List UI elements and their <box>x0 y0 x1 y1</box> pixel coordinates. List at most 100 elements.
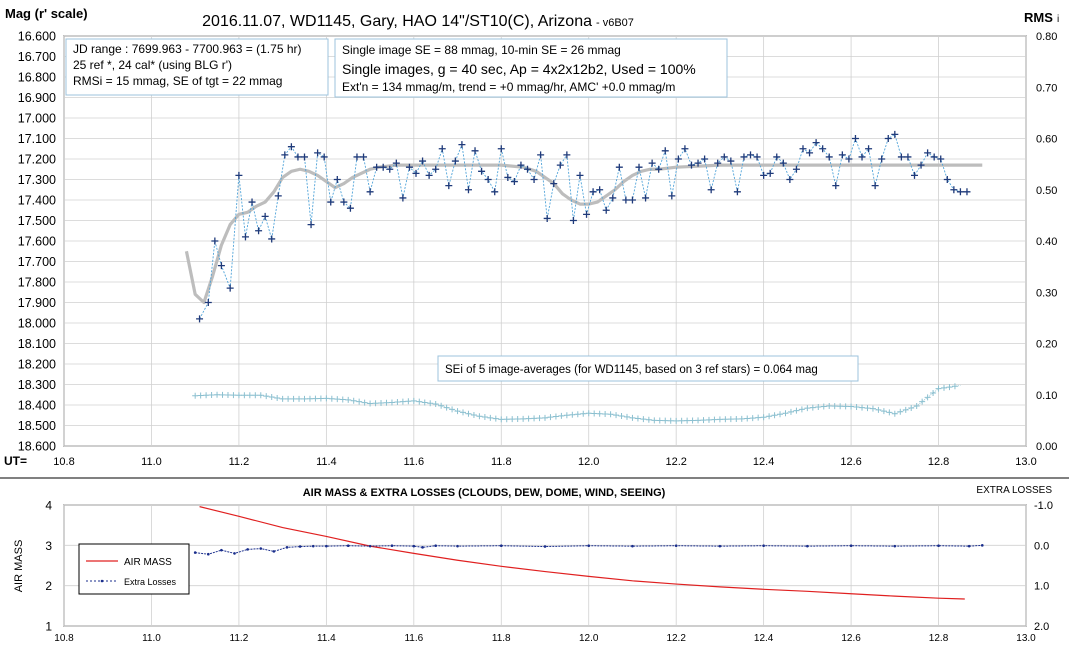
mag-point <box>569 217 577 224</box>
rms-point <box>432 400 439 407</box>
top-y-tick-label: 17.600 <box>18 235 56 249</box>
mag-point <box>517 161 525 169</box>
rms-point <box>618 413 625 420</box>
rms-point <box>837 403 844 410</box>
extra-losses-point <box>456 544 459 548</box>
rms-point <box>848 403 855 410</box>
mag-point <box>812 139 820 147</box>
rms-point <box>405 398 412 405</box>
info-box-mid: Single image SE = 88 mmag, 10-min SE = 2… <box>334 38 728 98</box>
bottom-x-tick-label: 11.8 <box>492 633 511 644</box>
rms-point <box>290 395 297 402</box>
bottom-legend: AIR MASS Extra Losses <box>78 543 190 595</box>
rms-point <box>760 414 767 421</box>
rms-point <box>367 400 374 407</box>
mag-point <box>576 171 584 179</box>
bottom-title: AIR MASS & EXTRA LOSSES (CLOUDS, DEW, DO… <box>303 487 666 499</box>
mag-point <box>865 145 873 153</box>
rms-point <box>536 415 543 422</box>
rms-point <box>345 396 352 403</box>
rms-point <box>793 407 800 414</box>
bottom-y-tick-label: 1 <box>45 620 52 634</box>
extra-losses-point <box>285 546 289 549</box>
info-box-left: JD range : 7699.963 - 7700.963 = (1.75 h… <box>65 38 329 96</box>
mag-point <box>268 235 276 243</box>
extra-losses-point <box>421 546 424 549</box>
top-y2-tick-label: 0.50 <box>1036 185 1057 197</box>
mag-point <box>825 153 833 161</box>
rms-point <box>853 404 860 411</box>
extra-losses-point <box>718 544 722 548</box>
top-y-tick-label: 17.500 <box>18 214 56 228</box>
rms-point <box>640 416 647 423</box>
rms-point <box>651 417 658 424</box>
info-left-line: JD range : 7699.963 - 7700.963 = (1.75 h… <box>73 42 302 56</box>
rms-point <box>558 412 565 419</box>
rms-point <box>410 397 417 404</box>
rms-point <box>777 411 784 418</box>
info-mid-line: Ext'n = 134 mmag/m, trend = +0 mmag/hr, … <box>342 80 675 94</box>
rms-point <box>580 410 587 417</box>
mag-point <box>530 176 538 183</box>
mag-point <box>425 171 433 179</box>
mag-point <box>464 186 472 194</box>
rms-point <box>339 396 346 403</box>
mag-point <box>248 198 256 206</box>
rms-point <box>755 414 762 421</box>
rms-point <box>656 417 663 424</box>
extra-losses-point <box>631 544 634 548</box>
rms-point <box>224 392 231 399</box>
mag-point <box>301 153 308 161</box>
extra-losses-point <box>434 544 437 548</box>
rms-point <box>460 409 467 416</box>
top-title: 2016.11.07, WD1145, Gary, HAO 14"/ST10(C… <box>202 13 592 30</box>
top-x-tick-label: 12.0 <box>578 456 599 468</box>
top-series <box>184 130 983 424</box>
rms-point <box>263 393 270 400</box>
mag-point <box>687 161 695 169</box>
rms-point <box>503 416 510 423</box>
rms-point <box>716 416 723 423</box>
rms-point <box>924 394 931 401</box>
rms-point <box>416 398 423 405</box>
mag-point <box>333 176 341 183</box>
rms-point <box>782 410 789 417</box>
top-x-tick-label: 12.4 <box>753 456 774 468</box>
mag-point <box>779 159 787 167</box>
rms-point <box>328 395 335 402</box>
rms-point <box>859 404 866 411</box>
mag-point <box>792 165 800 173</box>
bottom-x-tick-label: 11.4 <box>317 633 336 644</box>
extra-losses-point <box>806 544 809 548</box>
mag-point <box>366 188 374 196</box>
extra-losses-point <box>259 547 263 550</box>
mag-point <box>241 233 249 241</box>
mag-point <box>806 149 814 157</box>
mag-point <box>648 159 656 167</box>
mag-point <box>628 196 636 204</box>
extra-losses-point <box>390 544 394 548</box>
top-y-tick-label: 18.500 <box>18 419 56 433</box>
mag-point <box>733 188 741 196</box>
rms-point <box>208 392 215 399</box>
mag-point <box>773 153 781 161</box>
top-x-tick-label: 12.2 <box>665 456 686 468</box>
rms-point <box>591 410 598 417</box>
rms-point <box>312 395 319 402</box>
mag-point <box>438 145 446 153</box>
top-y2-tick-label: 0.00 <box>1036 441 1057 453</box>
mag-point <box>217 262 225 270</box>
extra-losses-point <box>298 545 302 548</box>
rms-point <box>372 400 379 407</box>
extra-losses-point <box>207 552 210 556</box>
mag-point <box>211 237 219 245</box>
mag-point <box>956 188 964 196</box>
top-y-tick-label: 17.800 <box>18 276 56 290</box>
top-x-tick-label: 12.8 <box>928 456 949 468</box>
top-y-tick-label: 18.400 <box>18 399 56 413</box>
bottom-y2-tick-label: 1.0 <box>1034 581 1049 593</box>
rms-point <box>804 405 811 412</box>
mag-point <box>878 155 886 163</box>
rms-point <box>542 414 548 421</box>
top-y2-tick-label: 0.80 <box>1036 31 1057 43</box>
